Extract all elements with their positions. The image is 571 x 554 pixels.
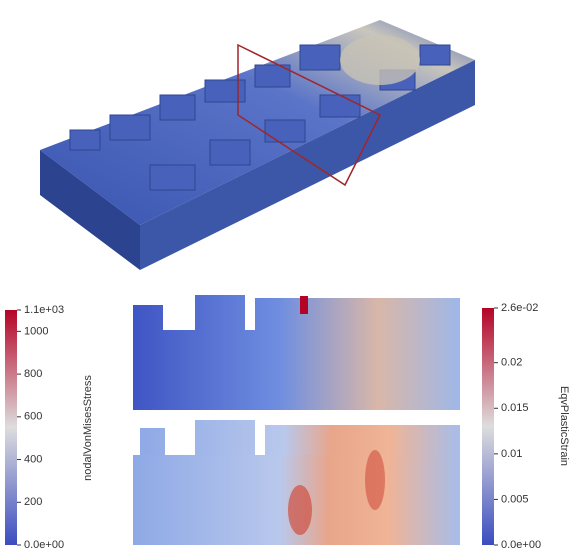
- tick-label: 200: [24, 496, 42, 508]
- right-colorbar: [482, 308, 494, 545]
- tick-label: 1000: [24, 325, 48, 337]
- left-colorbar: [5, 310, 17, 545]
- left-colorbar-title: nodalVonMisesStress: [82, 375, 94, 481]
- tick-label: 0.0e+00: [24, 539, 64, 551]
- tick-label: 1.1e+03: [24, 304, 64, 316]
- tick-label: 0.01: [501, 448, 522, 460]
- tick-label: 0.02: [501, 357, 522, 369]
- figure: nodalVonMisesStress EqvPlasticStrain 0.0…: [0, 0, 571, 554]
- tick-label: 2.6e-02: [501, 302, 538, 314]
- voxel-render: [40, 20, 475, 270]
- tick-label: 400: [24, 453, 42, 465]
- tick-label: 600: [24, 411, 42, 423]
- tick-label: 0.015: [501, 402, 529, 414]
- tick-label: 0.0e+00: [501, 539, 541, 551]
- right-colorbar-title: EqvPlasticStrain: [558, 386, 570, 466]
- slice-images: [133, 295, 460, 545]
- tick-label: 0.005: [501, 493, 529, 505]
- tick-label: 800: [24, 368, 42, 380]
